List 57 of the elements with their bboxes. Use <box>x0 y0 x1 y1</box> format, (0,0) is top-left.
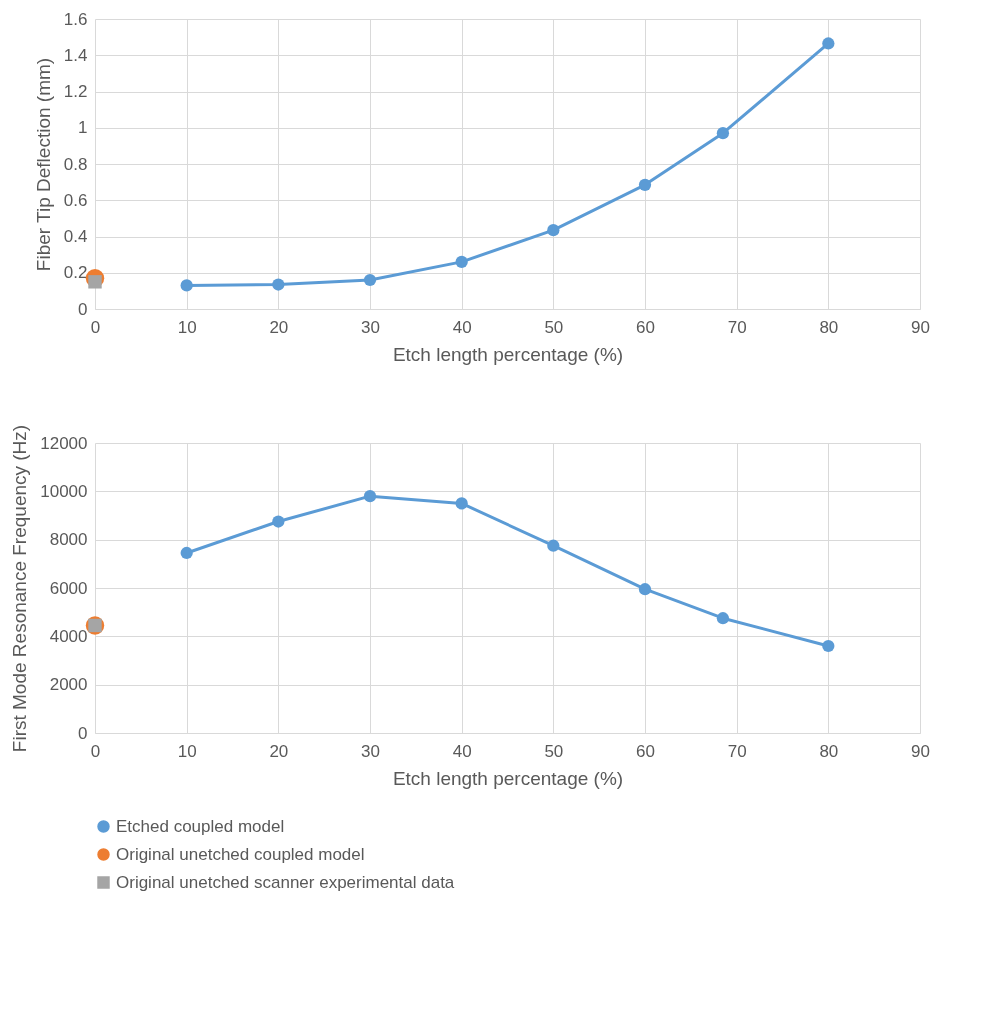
point <box>547 539 560 552</box>
point <box>547 224 560 237</box>
point <box>638 178 652 191</box>
x-tick-label: 20 <box>269 741 289 761</box>
x-tick-label: 80 <box>819 317 839 337</box>
point <box>822 37 835 50</box>
x-tick-label: 10 <box>177 317 197 337</box>
y-tick-label: 8000 <box>49 530 88 550</box>
y-tick-label: 0.2 <box>63 263 88 283</box>
y-tick-label: 0.8 <box>63 154 88 174</box>
y-tick-label: 1.6 <box>63 9 88 29</box>
y-tick-label: 10000 <box>40 481 88 501</box>
y-tick-label: 1 <box>78 118 88 138</box>
x-tick-label: 80 <box>819 741 839 761</box>
y-tick-label: 4000 <box>49 626 88 646</box>
x-tick-label: 70 <box>727 317 747 337</box>
x-tick-label: 20 <box>269 317 289 337</box>
x-tick-label: 10 <box>177 741 197 761</box>
point <box>272 278 285 291</box>
x-tick-label: 60 <box>636 317 655 337</box>
y-tick-label: 0.4 <box>63 227 88 246</box>
point <box>716 127 730 140</box>
x-tick-label: 50 <box>544 317 564 337</box>
point <box>455 497 468 510</box>
x-axis-title: Etch length percentage (%) <box>392 767 624 789</box>
point <box>716 612 730 625</box>
x-tick-label: 50 <box>544 741 564 761</box>
x-tick-label: 40 <box>452 317 472 337</box>
x-tick-label: 90 <box>911 317 930 337</box>
y-tick-label: 0 <box>78 299 88 319</box>
x-tick-label: 40 <box>452 741 472 761</box>
legend-label: Etched coupled model <box>116 816 285 836</box>
x-tick-label: 60 <box>636 741 655 761</box>
x-tick-label: 30 <box>361 317 380 337</box>
point <box>822 639 835 653</box>
y-axis-title: Fiber Tip Deflection (mm) <box>32 57 54 272</box>
point <box>272 515 285 528</box>
y-tick-label: 0 <box>78 723 88 743</box>
y-tick-label: 1.4 <box>63 45 88 65</box>
point <box>455 255 468 268</box>
x-tick-label: 30 <box>361 741 380 761</box>
x-axis-title: Etch length percentage (%) <box>392 343 624 365</box>
point <box>363 273 377 287</box>
x-tick-label: 70 <box>727 741 747 761</box>
point <box>180 279 193 292</box>
y-tick-label: 2000 <box>49 675 88 695</box>
point <box>363 490 377 503</box>
y-tick-label: 1.2 <box>63 82 88 101</box>
x-tick-label: 90 <box>911 741 930 761</box>
legend-label: Original unetched scanner experimental data <box>116 872 455 892</box>
point <box>638 583 652 596</box>
y-axis-title: First Mode Resonance Frequency (Hz) <box>9 424 31 753</box>
point <box>180 546 193 560</box>
legend-label: Original unetched coupled model <box>116 844 365 864</box>
y-tick-label: 12000 <box>40 433 88 453</box>
y-tick-label: 0.6 <box>63 190 88 210</box>
y-tick-label: 6000 <box>49 578 88 598</box>
